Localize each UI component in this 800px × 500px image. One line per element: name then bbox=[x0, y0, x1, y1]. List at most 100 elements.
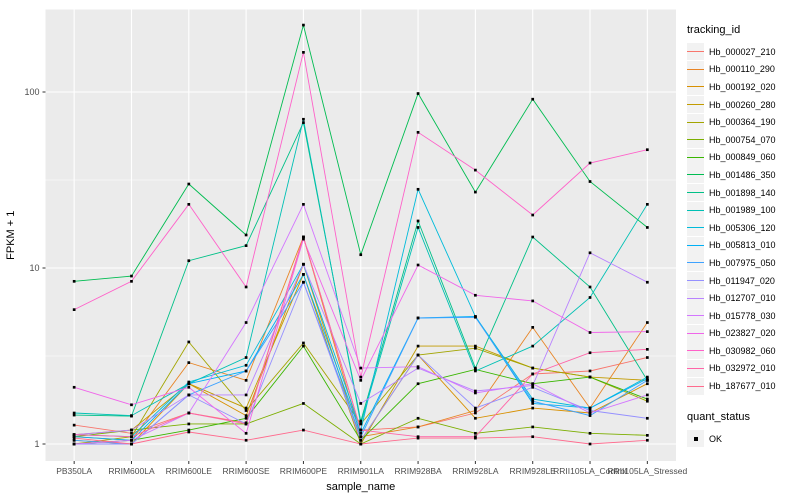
data-point bbox=[416, 219, 420, 223]
data-point bbox=[187, 430, 191, 434]
data-point bbox=[416, 353, 420, 357]
data-point bbox=[588, 161, 592, 165]
data-point bbox=[244, 422, 248, 426]
data-point bbox=[474, 368, 477, 371]
x-axis-title: sample_name bbox=[326, 481, 395, 493]
line-swatch-icon bbox=[687, 254, 704, 272]
data-point bbox=[645, 280, 649, 284]
x-tick-label: RRIM928LE bbox=[510, 466, 557, 476]
data-point bbox=[302, 50, 305, 54]
data-point bbox=[531, 385, 535, 389]
data-point bbox=[302, 280, 305, 284]
data-point bbox=[244, 406, 248, 410]
data-point bbox=[474, 369, 477, 373]
data-point bbox=[72, 433, 76, 437]
data-point bbox=[474, 168, 477, 172]
data-point bbox=[474, 431, 477, 435]
line-swatch-icon bbox=[687, 342, 704, 360]
legend-quant-status: quant_status OK bbox=[687, 411, 799, 448]
legend-entry-Hb_011947_020: Hb_011947_020 bbox=[687, 272, 799, 290]
data-point bbox=[72, 411, 76, 415]
data-point bbox=[588, 442, 592, 446]
data-point bbox=[130, 414, 133, 417]
data-point bbox=[588, 414, 592, 417]
data-point bbox=[645, 416, 649, 420]
line-swatch-icon bbox=[687, 324, 704, 342]
data-point bbox=[359, 402, 363, 405]
legend-entry-Hb_012707_010: Hb_012707_010 bbox=[687, 289, 799, 307]
legend-label: Hb_000192_020 bbox=[709, 81, 776, 92]
data-point bbox=[187, 385, 191, 389]
x-tick-label: RRIM901LA bbox=[338, 466, 385, 476]
legend-label: Hb_000027_210 bbox=[709, 46, 776, 57]
legend-label: Hb_005306_120 bbox=[709, 222, 776, 233]
legend-label: Hb_023827_020 bbox=[709, 328, 776, 339]
data-point bbox=[474, 406, 477, 410]
line-swatch-icon bbox=[687, 236, 704, 254]
y-axis-title: FPKM + 1 bbox=[5, 211, 17, 260]
data-point bbox=[474, 435, 477, 439]
data-point bbox=[588, 411, 592, 415]
data-point bbox=[416, 416, 420, 420]
data-point bbox=[531, 435, 535, 439]
data-point bbox=[244, 431, 248, 435]
data-point bbox=[531, 382, 535, 386]
data-point bbox=[72, 423, 76, 427]
data-point bbox=[645, 378, 649, 382]
data-point bbox=[645, 382, 649, 386]
data-point bbox=[474, 389, 477, 393]
x-tick-label: PB350LA bbox=[56, 466, 92, 476]
data-point bbox=[588, 296, 592, 299]
data-point bbox=[244, 233, 248, 237]
data-point bbox=[359, 422, 363, 426]
data-point bbox=[531, 384, 535, 387]
data-point bbox=[645, 397, 649, 401]
data-point bbox=[302, 344, 305, 348]
data-point bbox=[187, 382, 191, 386]
line-swatch-icon bbox=[687, 131, 704, 149]
data-point bbox=[416, 316, 420, 320]
y-tick-label: 1 bbox=[34, 439, 39, 449]
data-point bbox=[244, 393, 248, 397]
y-tick-label: 10 bbox=[29, 263, 39, 273]
legend-label: Hb_032972_010 bbox=[709, 363, 776, 374]
data-point bbox=[645, 375, 649, 379]
data-point bbox=[588, 375, 592, 379]
legend-entry-Hb_005306_120: Hb_005306_120 bbox=[687, 219, 799, 237]
data-point bbox=[474, 190, 477, 194]
legend-label: Hb_000364_190 bbox=[709, 117, 776, 128]
data-point bbox=[416, 382, 420, 386]
data-point bbox=[474, 436, 477, 440]
legend-label: Hb_005813_010 bbox=[709, 240, 776, 251]
data-point bbox=[187, 411, 191, 415]
data-point bbox=[531, 397, 535, 401]
legend-label: Hb_012707_010 bbox=[709, 293, 776, 304]
data-point bbox=[474, 391, 477, 395]
data-point bbox=[359, 438, 363, 442]
legend-entry-Hb_000364_190: Hb_000364_190 bbox=[687, 113, 799, 131]
data-point bbox=[187, 428, 191, 432]
data-point bbox=[645, 148, 649, 152]
legend-entry-Hb_000192_020: Hb_000192_020 bbox=[687, 78, 799, 96]
x-tick-label: RRIM600LA bbox=[108, 466, 155, 476]
data-point bbox=[187, 182, 191, 186]
data-point bbox=[416, 365, 420, 369]
data-point bbox=[72, 279, 76, 283]
legend-title-tracking-id: tracking_id bbox=[687, 24, 741, 36]
data-point bbox=[187, 422, 191, 426]
data-point bbox=[645, 202, 649, 206]
data-point bbox=[244, 438, 248, 442]
data-point bbox=[588, 351, 592, 355]
data-point bbox=[588, 251, 592, 255]
legend-entry-Hb_187677_010: Hb_187677_010 bbox=[687, 377, 799, 395]
data-point bbox=[302, 121, 305, 124]
data-point bbox=[187, 393, 191, 397]
line-swatch-icon bbox=[687, 60, 704, 78]
data-point bbox=[416, 436, 420, 440]
legend-panel: tracking_id Hb_000027_210 Hb_000110_290 Hb… bbox=[687, 24, 799, 448]
data-point bbox=[645, 438, 649, 442]
legend-label-ok: OK bbox=[709, 433, 723, 444]
legend-entry-Hb_000260_280: Hb_000260_280 bbox=[687, 96, 799, 114]
